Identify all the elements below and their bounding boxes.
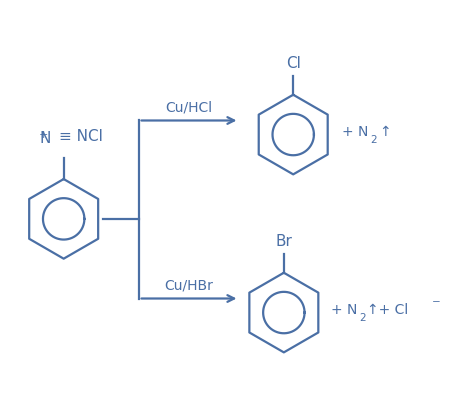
Text: Cu/HCl: Cu/HCl xyxy=(165,101,212,115)
Text: + N: + N xyxy=(331,303,357,317)
Text: −: − xyxy=(431,297,440,307)
Text: 2: 2 xyxy=(359,313,365,323)
Text: + N: + N xyxy=(342,125,369,139)
Text: 2: 2 xyxy=(371,135,377,145)
Text: ≡ NCl: ≡ NCl xyxy=(59,129,103,144)
Text: Cu/HBr: Cu/HBr xyxy=(164,279,213,293)
Text: ↑+ Cl: ↑+ Cl xyxy=(367,303,409,317)
Text: +: + xyxy=(38,129,48,140)
Text: ↑: ↑ xyxy=(379,125,391,139)
Text: N: N xyxy=(39,131,51,146)
Text: Cl: Cl xyxy=(286,56,301,71)
Text: Br: Br xyxy=(275,234,292,249)
